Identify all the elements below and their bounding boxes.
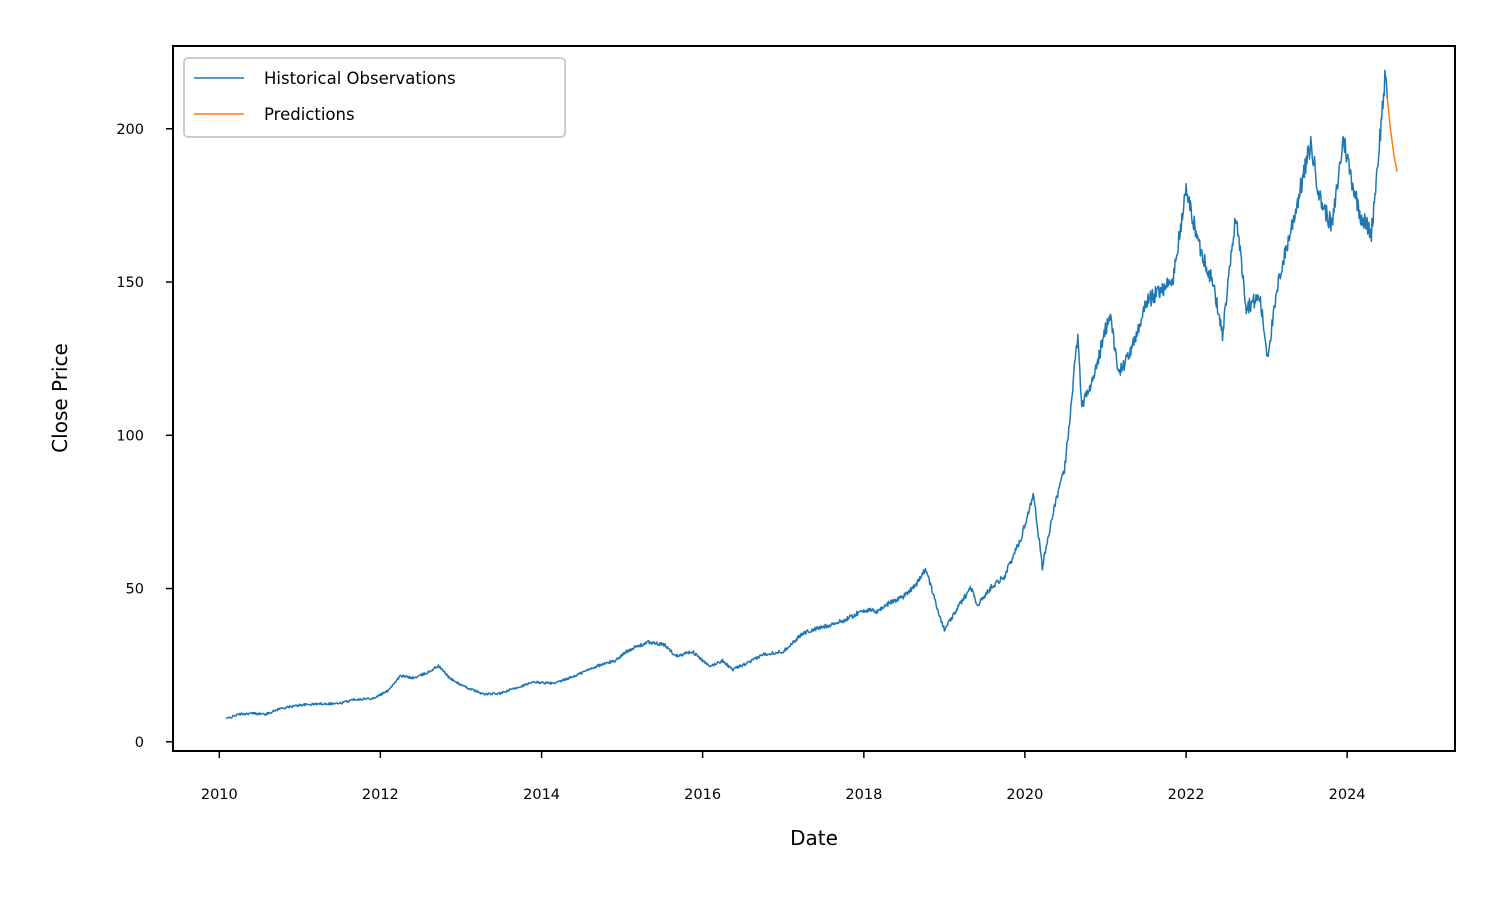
series-line-historical <box>226 69 1389 720</box>
plot-frame <box>172 45 1456 752</box>
plot-area <box>226 69 1398 720</box>
legend-label-historical: Historical Observations <box>264 69 456 88</box>
y-tick-label: 100 <box>116 428 144 444</box>
y-tick-label: 150 <box>116 275 144 291</box>
x-tick-label: 2010 <box>201 787 238 803</box>
legend-box <box>183 57 566 138</box>
legend: Historical Observations Predictions <box>183 57 566 138</box>
axis-ticks: 2010 2012 2014 2016 2018 2020 2022 2024 0 50 100 15… <box>116 122 1365 803</box>
series-line-predictions <box>1386 98 1398 172</box>
x-tick-label: 2024 <box>1329 787 1366 803</box>
x-tick-label: 2020 <box>1006 787 1043 803</box>
x-tick-label: 2012 <box>362 787 399 803</box>
y-tick-label: 50 <box>126 582 144 598</box>
y-axis-label: Close Price <box>48 343 72 453</box>
x-tick-label: 2022 <box>1168 787 1205 803</box>
x-tick-label: 2018 <box>845 787 882 803</box>
x-tick-label: 2014 <box>523 787 560 803</box>
legend-label-predictions: Predictions <box>264 105 355 124</box>
x-axis-label: Date <box>790 826 838 850</box>
y-tick-label: 200 <box>116 122 144 138</box>
x-tick-label: 2016 <box>684 787 721 803</box>
y-tick-label: 0 <box>135 735 144 751</box>
